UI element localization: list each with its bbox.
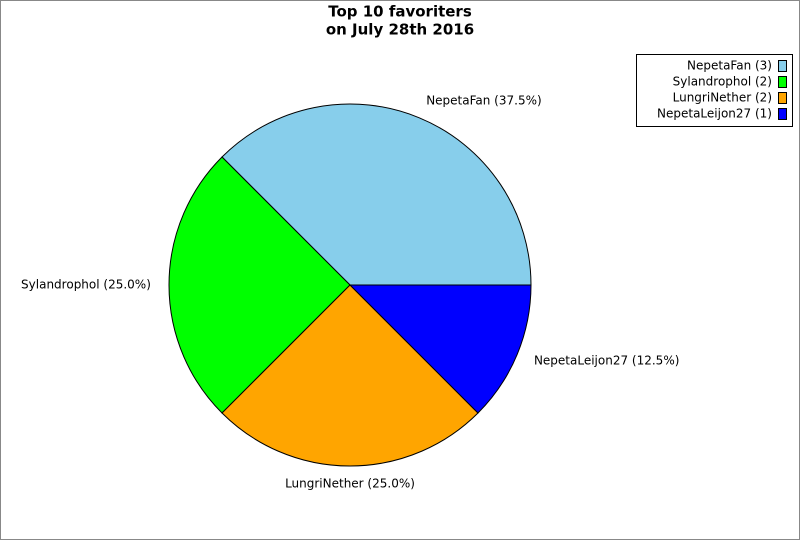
slice-label: NepetaLeijon27 (12.5%)	[534, 354, 679, 368]
chart-title: on July 28th 2016	[326, 21, 474, 39]
slice-label: Sylandrophol (25.0%)	[21, 278, 151, 292]
slice-label: LungriNether (25.0%)	[285, 477, 415, 491]
pie-slice	[221, 284, 479, 467]
legend-label: Sylandrophol (2)	[673, 75, 772, 89]
legend-label: NepetaFan (3)	[687, 59, 772, 73]
legend-box	[636, 54, 793, 127]
legend-swatch	[778, 60, 787, 72]
legend-swatch	[778, 108, 787, 120]
slice-label: NepetaFan (37.5%)	[426, 94, 541, 108]
legend-swatch	[778, 92, 787, 104]
chart-title: Top 10 favoriters	[328, 3, 472, 21]
legend-label: NepetaLeijon27 (1)	[657, 107, 772, 121]
pie-slice	[221, 103, 532, 286]
pie-slice	[168, 156, 351, 414]
legend-swatch	[778, 76, 787, 88]
legend-label: LungriNether (2)	[673, 91, 772, 105]
pie-slice	[348, 284, 532, 414]
